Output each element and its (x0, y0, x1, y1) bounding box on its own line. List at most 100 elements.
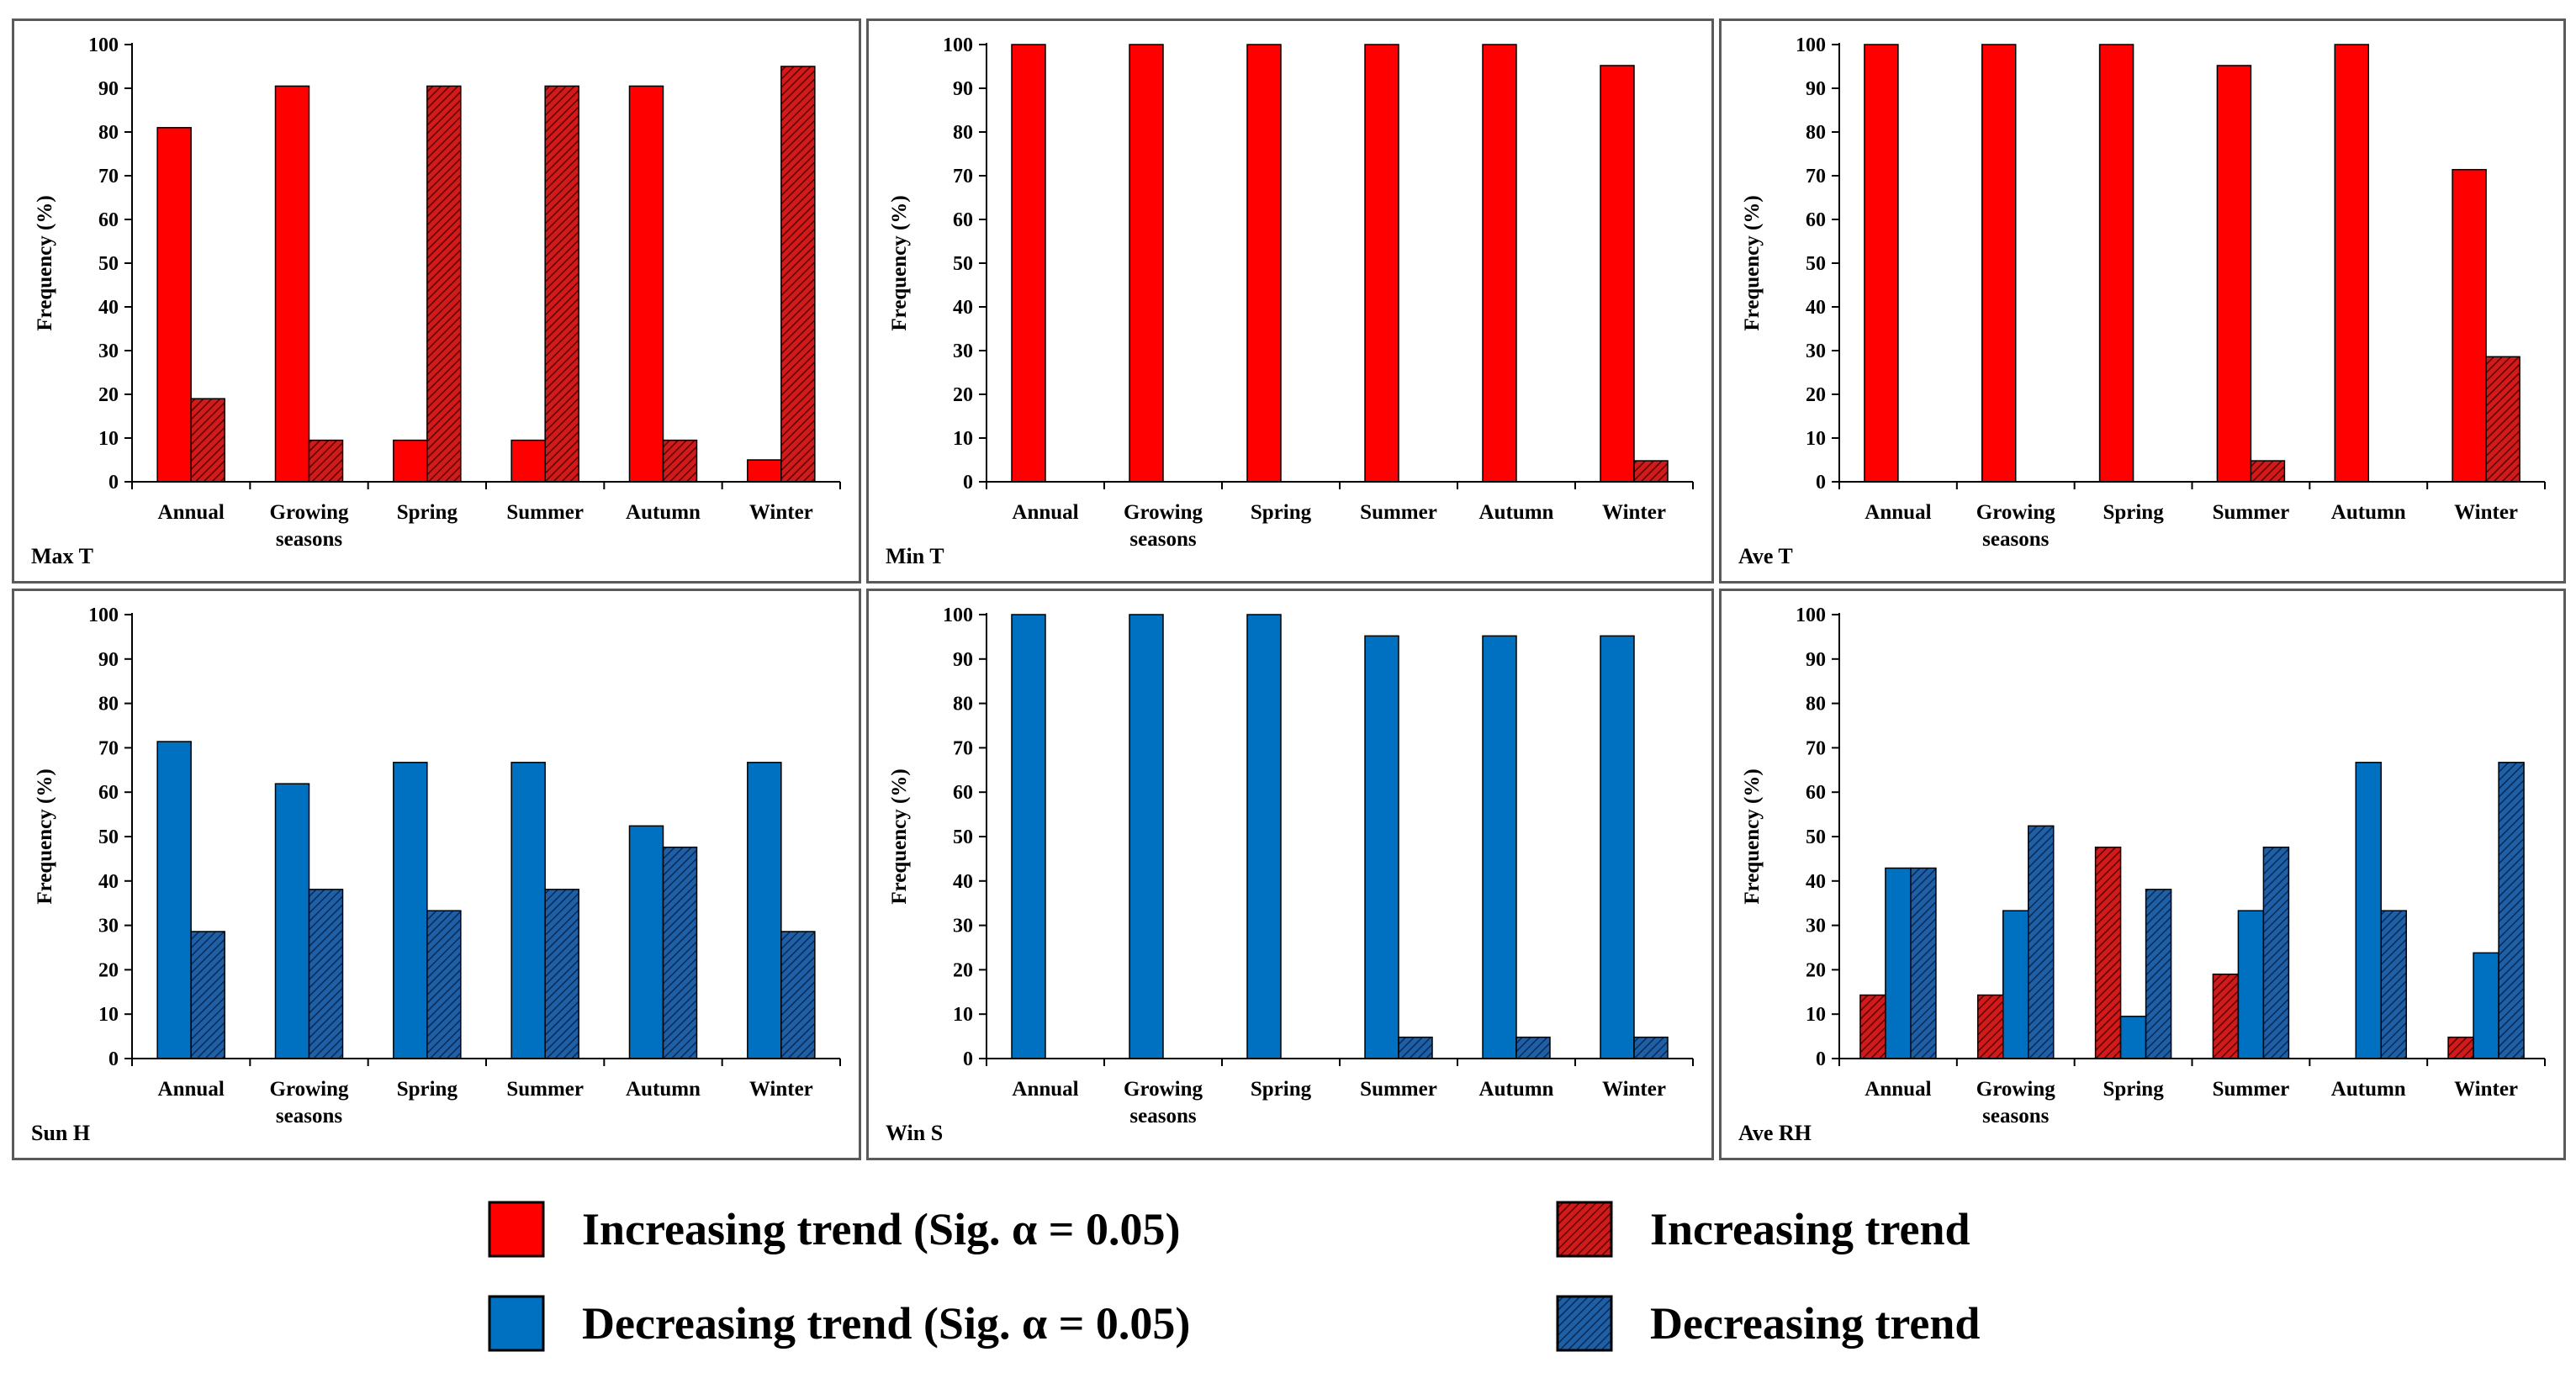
y-tick-label: 80 (98, 694, 119, 716)
x-tick-label: Spring (1251, 1078, 1312, 1101)
bar (2473, 952, 2499, 1059)
y-tick-label: 20 (953, 959, 973, 981)
y-tick-label: 40 (98, 871, 119, 893)
x-tick-label: Annual (158, 501, 225, 524)
legend-swatch-decreasing (1556, 1295, 1613, 1352)
y-tick-label: 0 (963, 472, 973, 494)
y-tick-label: 90 (1806, 78, 1826, 100)
bar (274, 85, 310, 483)
bar (544, 889, 579, 1059)
bar (1910, 867, 1937, 1059)
y-tick-label: 60 (98, 209, 119, 231)
legend-label: Increasing trend (1650, 1204, 1970, 1254)
y-tick-label: 40 (953, 297, 973, 319)
y-tick-label: 30 (1806, 916, 1826, 937)
bar (2250, 460, 2286, 483)
x-tick-label: Growing seasons (270, 501, 349, 551)
y-tick-label: 30 (953, 341, 973, 362)
x-tick-label: Winter (2454, 501, 2518, 524)
bar (1859, 994, 1886, 1059)
x-tick-label: Growing seasons (270, 1078, 349, 1127)
x-tick-label: Summer (1360, 501, 1437, 524)
bar (393, 439, 428, 483)
bar (274, 783, 310, 1059)
x-tick-label: Summer (2213, 501, 2290, 524)
x-tick-label: Spring (2103, 501, 2164, 524)
bar (426, 910, 462, 1059)
x-tick-label: Annual (158, 1078, 225, 1101)
bar (190, 398, 225, 483)
y-tick-label: 40 (98, 297, 119, 319)
x-tick-label: Summer (506, 501, 584, 524)
panel-ave-t: Frequency (%) 0 10 20 30 40 50 60 70 80 90 100 Annua… (1719, 18, 2566, 584)
y-tick-label: 100 (88, 605, 119, 626)
bar (308, 439, 344, 483)
y-tick-label: 80 (98, 122, 119, 144)
x-tick-label: Spring (1251, 501, 1312, 524)
y-tick-label: 100 (943, 605, 973, 626)
y-axis-label: Frequency (%) (34, 195, 56, 330)
y-tick-label: 60 (953, 782, 973, 804)
bar (780, 66, 816, 483)
y-tick-label: 50 (98, 253, 119, 275)
panel-max-t: Frequency (%) 0 10 20 30 40 50 60 70 80 90 100 Annua… (12, 18, 861, 584)
bar (780, 931, 816, 1059)
panel-label: Max T (31, 544, 93, 568)
x-tick-label: Spring (397, 1078, 458, 1101)
x-tick-label: Winter (2454, 1078, 2518, 1101)
y-tick-label: 90 (98, 78, 119, 100)
bar (1885, 867, 1912, 1059)
legend-item-decreasing-sig: Decreasing trend (Sig. α = 0.05) (488, 1295, 1190, 1352)
x-tick-label: Winter (1602, 1078, 1666, 1101)
bar (393, 762, 428, 1059)
y-tick-label: 90 (953, 78, 973, 100)
x-tick-label: Growing seasons (1976, 1078, 2055, 1127)
y-tick-label: 30 (98, 341, 119, 362)
panel-label: Win S (886, 1121, 944, 1145)
bar (2098, 44, 2134, 483)
bar (2498, 762, 2525, 1059)
bar (2237, 910, 2265, 1059)
y-tick-label: 50 (953, 253, 973, 275)
bar (662, 846, 698, 1059)
x-tick-label: Growing seasons (1124, 1078, 1203, 1127)
y-tick-label: 20 (1806, 384, 1826, 406)
legend-item-increasing-sig: Increasing trend (Sig. α = 0.05) (488, 1201, 1180, 1258)
y-tick-label: 40 (1806, 297, 1826, 319)
bar (1633, 460, 1669, 483)
bar (2216, 65, 2252, 483)
y-tick-label: 10 (1806, 428, 1826, 450)
y-tick-label: 70 (1806, 737, 1826, 759)
y-tick-label: 100 (1796, 34, 1826, 56)
panel-label: Ave RH (1738, 1121, 1812, 1145)
y-tick-label: 50 (1806, 253, 1826, 275)
y-tick-label: 70 (1806, 166, 1826, 187)
y-tick-label: 20 (98, 959, 119, 981)
bar (1600, 635, 1635, 1059)
y-axis-label: Frequency (%) (888, 768, 911, 904)
x-tick-label: Autumn (2331, 1078, 2406, 1101)
y-tick-label: 0 (108, 1048, 119, 1070)
legend-item-decreasing: Decreasing trend (1556, 1295, 1980, 1352)
chart-max-t: Frequency (%) 0 10 20 30 40 50 60 70 80 90 100 Annua… (34, 34, 841, 551)
y-tick-label: 10 (98, 1004, 119, 1026)
bar (2334, 44, 2369, 483)
x-tick-label: Autumn (626, 501, 701, 524)
x-tick-label: Summer (1360, 1078, 1437, 1101)
legend-swatch-decreasing-sig (488, 1295, 545, 1352)
bar (1129, 614, 1164, 1059)
bar (1515, 1036, 1551, 1059)
bar (2447, 1036, 2474, 1059)
y-tick-label: 60 (953, 209, 973, 231)
bar (2145, 889, 2172, 1059)
y-tick-label: 30 (1806, 341, 1826, 362)
x-tick-label: Winter (749, 1078, 813, 1101)
y-tick-label: 50 (1806, 826, 1826, 848)
x-tick-label: Spring (397, 501, 458, 524)
y-tick-label: 30 (953, 916, 973, 937)
y-tick-label: 100 (1796, 605, 1826, 626)
bar (1977, 994, 2004, 1059)
panel-min-t: Frequency (%) 0 10 20 30 40 50 60 70 80 90 100 Annua… (866, 18, 1714, 584)
y-tick-label: 80 (1806, 122, 1826, 144)
bar (2262, 846, 2290, 1059)
